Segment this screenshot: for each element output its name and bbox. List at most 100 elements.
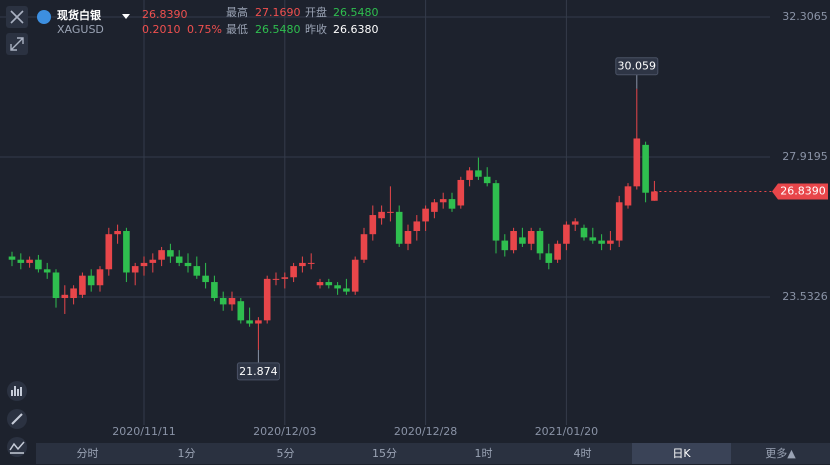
candle-body (123, 231, 130, 273)
tab[interactable]: 更多▲ (765, 446, 796, 460)
x-tick-label: 2020/12/03 (253, 425, 316, 438)
tab[interactable]: 日K (672, 447, 691, 460)
y-tick-label: 27.9195 (782, 150, 828, 163)
candle-body (325, 282, 333, 286)
candle-body (466, 170, 473, 180)
candle-body (343, 288, 350, 292)
candle-body (395, 211, 403, 244)
symbol-dropdown[interactable] (122, 14, 130, 19)
x-tick-label: 2021/01/20 (535, 425, 598, 438)
y-tick-label: 32.3065 (782, 10, 828, 23)
candle-body (615, 202, 623, 241)
candle-body (35, 259, 42, 270)
callout-label: 21.874 (239, 365, 278, 378)
change: 0.2010 (142, 23, 181, 36)
candle-body (299, 262, 306, 267)
symbol-name: 现货白银 (57, 8, 102, 22)
close-icon (10, 10, 24, 24)
y-tick-label: 23.5326 (782, 290, 828, 303)
candle-body (404, 231, 412, 244)
candle-body (536, 231, 544, 254)
candle-body (607, 240, 614, 244)
candle-body (255, 320, 262, 324)
tab[interactable]: 5分 (277, 447, 295, 460)
candle-body (8, 256, 16, 260)
x-tick-label: 2020/11/11 (112, 425, 175, 438)
candles (8, 88, 658, 350)
candle-body (43, 269, 51, 273)
candle-body (334, 285, 341, 289)
candle-body (439, 199, 447, 203)
candle-body (167, 250, 174, 257)
candle-body (483, 176, 491, 184)
candle-body (527, 231, 535, 244)
candle-body (378, 211, 385, 219)
candle-body (642, 144, 649, 193)
candle-body (131, 266, 139, 273)
tab[interactable]: 分时 (77, 447, 99, 460)
indicator-icon (11, 386, 22, 396)
candle-body (246, 320, 253, 324)
candle-body (219, 298, 227, 305)
candle-body (228, 298, 236, 305)
symbol-code: XAGUSD (57, 23, 104, 36)
candle-body (281, 277, 289, 279)
candle-body (149, 259, 157, 263)
tab[interactable]: 15分 (372, 447, 397, 460)
high-label: 最高 (226, 5, 248, 19)
prev-label: 昨收 (305, 22, 327, 36)
tab[interactable]: 1分 (178, 447, 196, 460)
compare-icon (9, 441, 25, 454)
candle-body (510, 231, 517, 251)
candle-body (193, 266, 201, 276)
candle-body (545, 253, 553, 263)
candle-body (369, 215, 377, 235)
open-label: 开盘 (305, 5, 327, 19)
candle-body (184, 262, 192, 267)
overlay: 30.059 21.874 26.8390 (236, 57, 828, 381)
candle-body (501, 240, 509, 251)
candle-body (175, 256, 183, 263)
candle-body (360, 234, 368, 260)
candle-body (158, 250, 165, 260)
candle-body (554, 243, 561, 260)
tab[interactable]: 1时 (475, 447, 493, 460)
last-price: 26.8390 (142, 8, 188, 21)
candle-body (211, 282, 218, 299)
candle-body (272, 278, 280, 280)
candle-body (290, 266, 297, 278)
candle-body (202, 275, 209, 283)
candle-body (79, 275, 86, 295)
candle-body (237, 301, 245, 321)
candle-body (26, 259, 33, 263)
prev-value: 26.6380 (333, 23, 379, 36)
draw-icon (11, 413, 23, 425)
candle-body (351, 259, 359, 292)
candle-body (651, 191, 658, 201)
candle-body (105, 234, 113, 270)
change-pct: 0.75% (187, 23, 222, 36)
candle-body (633, 138, 641, 187)
candle-body (387, 211, 394, 213)
high-value: 27.1690 (255, 6, 301, 19)
candle-body (307, 262, 315, 264)
grid: 23.5326 27.9195 32.3065 2020/11/11 2020/12/0… (0, 0, 828, 438)
candle-body (140, 262, 148, 267)
candle-body (563, 224, 570, 244)
candle-body (589, 237, 597, 241)
open-value: 26.5480 (333, 6, 379, 19)
candle-body (52, 272, 60, 299)
low-label: 最低 (226, 23, 248, 36)
callout-label: 30.059 (618, 60, 657, 73)
tab-bar: 分时 1分 5分 15分 1时 4时 日K 更多▲ (36, 443, 830, 464)
tab[interactable]: 4时 (574, 447, 592, 460)
expand-icon (10, 37, 24, 51)
candle-body (70, 288, 77, 299)
candle-body (87, 275, 95, 286)
candle-body (448, 199, 456, 209)
candle-body (413, 221, 421, 232)
candle-body (431, 202, 438, 212)
candle-body (598, 240, 605, 244)
tab-active-bg (632, 443, 731, 464)
candle-body (422, 208, 429, 222)
